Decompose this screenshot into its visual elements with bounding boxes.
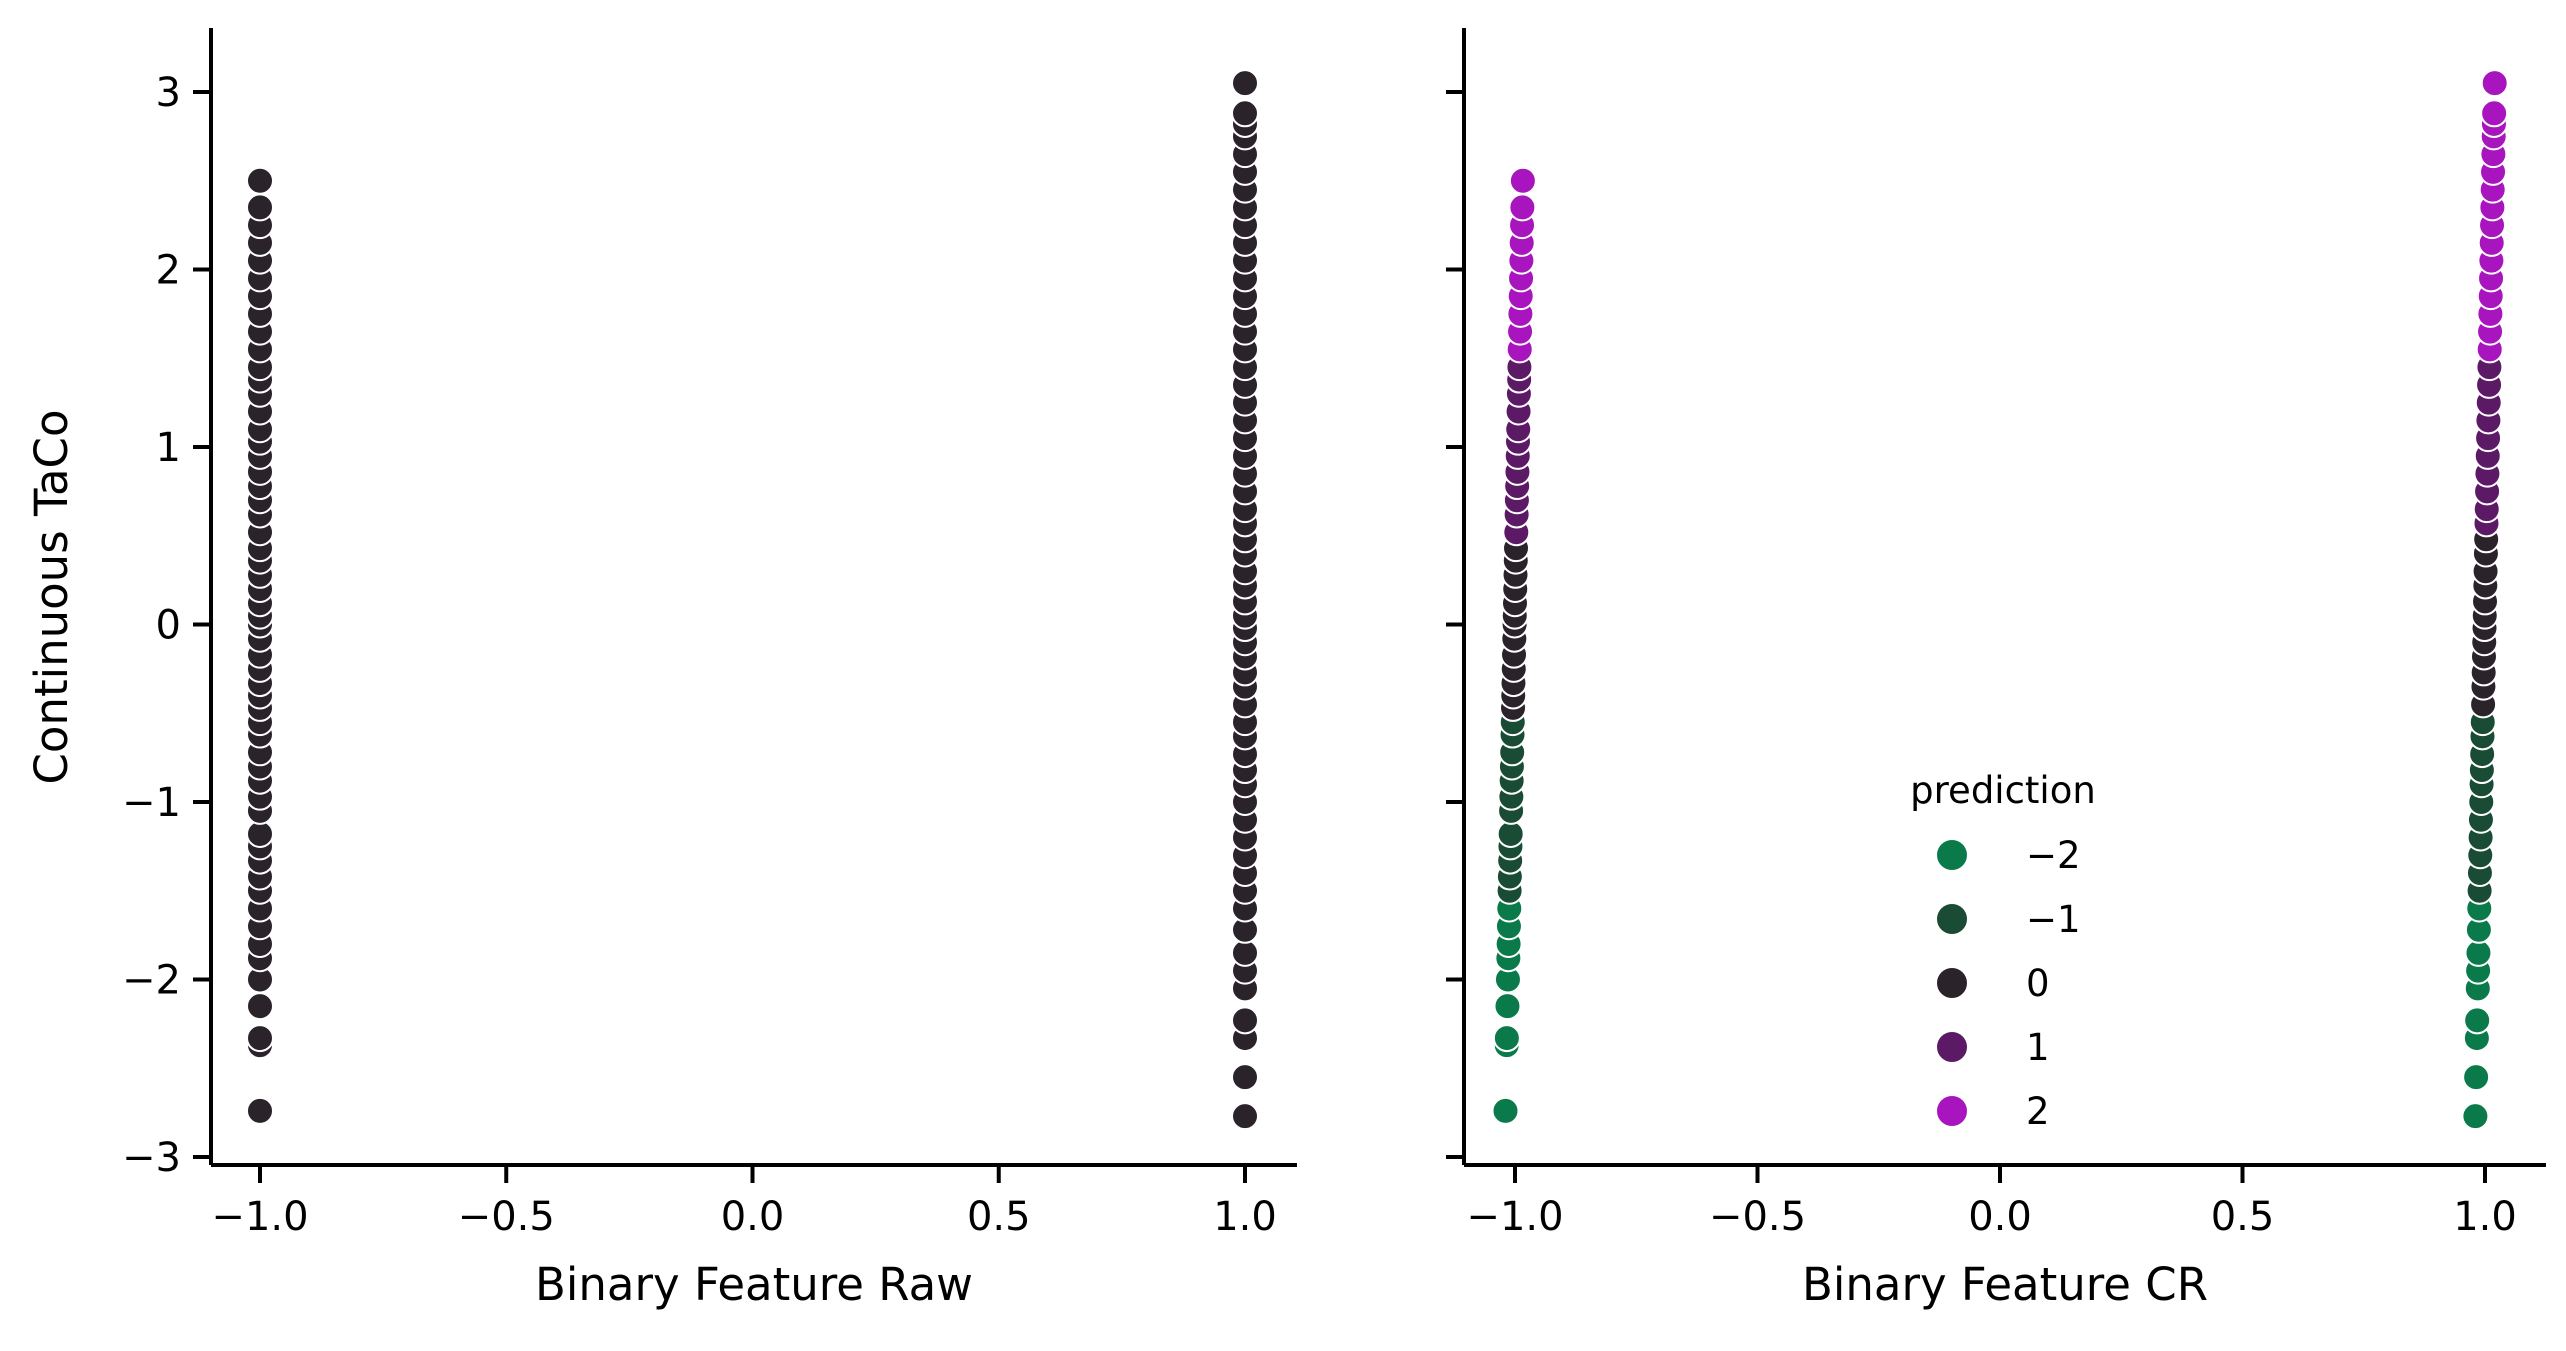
legend-marker [1935,1030,1969,1064]
right-x-tick-label: −1.0 [1466,1194,1563,1240]
left-y-tick-label: −2 [122,958,181,1004]
legend: prediction −2 −1 0 1 2 [1910,769,2096,1133]
left-scatter-panel: −1.0 −0.5 0.0 0.5 1.0 −3 −2 −1 0 1 2 3 Binary Feat… [25,28,1297,1311]
left-y-tick-label: 2 [156,248,181,294]
data-point [2480,99,2509,128]
data-point [1231,99,1259,128]
right-y-ticks [1446,90,1464,1159]
legend-marker [1935,902,1969,936]
data-point [2480,69,2509,98]
data-point [1508,193,1537,222]
data-point [1231,69,1259,98]
legend-label: 2 [2026,1090,2050,1133]
legend-label: 0 [2026,962,2050,1005]
legend-marker [1935,838,1969,872]
left-points-layer [246,69,1259,1131]
data-point [1492,1024,1521,1053]
right-x-tick-label: 0.0 [1968,1194,2032,1240]
data-point [246,992,274,1021]
left-y-tick-label: −1 [122,780,181,826]
data-point [1508,166,1537,195]
left-x-tick-label: −1.0 [211,1194,308,1240]
right-x-tick-label: 0.5 [2211,1194,2275,1240]
data-point [2462,1063,2491,1092]
left-x-tick-label: 1.0 [1213,1194,1277,1240]
right-points-layer [1491,69,2509,1131]
data-point [246,1096,274,1125]
right-x-tick-label: −0.5 [1709,1194,1806,1240]
data-point [246,166,274,195]
data-point [1493,992,1522,1021]
legend-label: 1 [2026,1026,2050,1069]
data-point [1491,1096,1520,1125]
right-scatter-panel: −1.0 −0.5 0.0 0.5 1.0 Binary Feature CR [1446,28,2546,1311]
data-point [2461,1102,2490,1131]
right-x-tick-label: 1.0 [2453,1194,2517,1240]
legend-entries: −2 −1 0 1 2 [1935,834,2081,1133]
left-x-tick-label: 0.5 [967,1194,1031,1240]
legend-marker [1935,1094,1969,1128]
left-x-tick-label: 0.0 [721,1194,785,1240]
data-point [246,193,274,222]
left-y-axis-label: Continuous TaCo [25,409,78,784]
data-point [1231,1006,1259,1035]
legend-title: prediction [1910,769,2096,812]
legend-label: −2 [2026,834,2081,877]
left-y-ticks: −3 −2 −1 0 1 2 3 [122,70,211,1181]
left-x-axis-label: Binary Feature Raw [535,1258,973,1311]
legend-label: −1 [2026,898,2081,941]
data-point [1231,1063,1259,1092]
data-point [1231,1102,1259,1131]
right-x-axis-label: Binary Feature CR [1802,1258,2208,1311]
data-point [246,1024,274,1053]
left-y-tick-label: 0 [156,603,181,649]
left-x-ticks: −1.0 −0.5 0.0 0.5 1.0 [211,1165,1277,1240]
left-y-tick-label: 1 [156,425,181,471]
data-point [2463,1006,2492,1035]
right-x-ticks: −1.0 −0.5 0.0 0.5 1.0 [1466,1165,2517,1240]
left-y-tick-label: −3 [122,1135,181,1181]
left-y-tick-label: 3 [156,70,181,116]
legend-marker [1935,966,1969,1000]
left-x-tick-label: −0.5 [458,1194,555,1240]
